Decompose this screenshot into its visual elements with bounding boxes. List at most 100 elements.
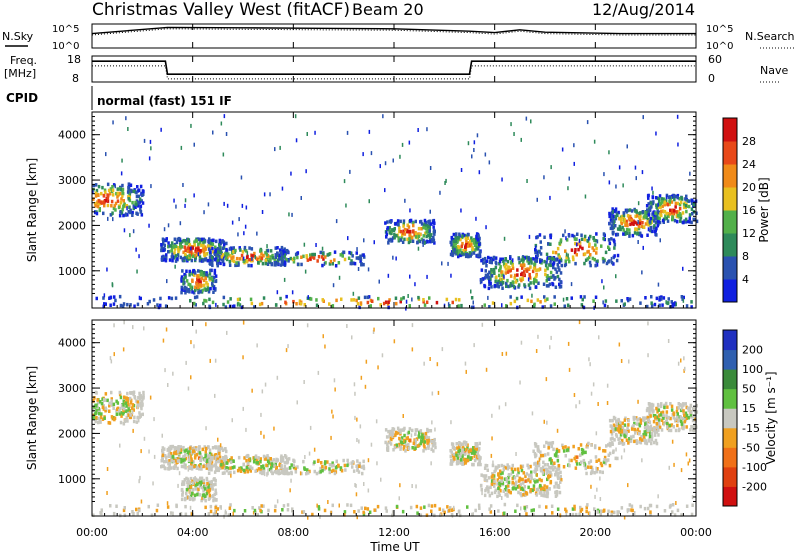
nave-series-line: [92, 65, 696, 80]
echo-cell: [546, 277, 549, 281]
echo-cell: [530, 470, 533, 474]
echo-cell: [543, 444, 546, 448]
echo-cell: [243, 245, 247, 250]
echo-cell: [452, 455, 456, 460]
echo-cell: [179, 241, 182, 246]
echo-cell: [190, 467, 194, 471]
echo-cell: [573, 143, 575, 148]
echo-cell: [582, 305, 586, 310]
echo-cell: [546, 463, 549, 467]
echo-cell: [220, 446, 224, 450]
echo-cell: [455, 459, 459, 464]
echo-cell: [186, 484, 190, 488]
echo-cell: [685, 405, 688, 410]
echo-cell: [655, 215, 659, 220]
echo-cell: [527, 261, 531, 265]
echo-cell: [508, 269, 512, 273]
echo-cell: [174, 458, 177, 463]
echo-cell: [472, 446, 475, 450]
echo-cell: [399, 483, 401, 488]
echo-cell: [367, 267, 370, 272]
echo-cell: [466, 505, 469, 509]
echo-cell: [616, 213, 619, 217]
echo-cell: [214, 456, 217, 460]
echo-cell: [313, 447, 316, 452]
echo-cell: [92, 415, 95, 420]
echo-cell: [485, 487, 488, 491]
echo-cell: [668, 200, 671, 204]
echo-cell: [95, 404, 98, 408]
echo-cell: [561, 147, 564, 152]
echo-cell: [426, 439, 429, 443]
echo-cell: [229, 297, 232, 301]
echo-cell: [428, 222, 431, 227]
echo-cell: [580, 451, 584, 456]
echo-cell: [599, 512, 602, 517]
echo-cell: [567, 446, 570, 450]
echo-cell: [451, 245, 455, 250]
echo-cell: [189, 485, 193, 489]
echo-cell: [206, 464, 209, 468]
echo-cell: [470, 305, 474, 310]
echo-cell: [241, 257, 245, 261]
echo-cell: [242, 468, 246, 473]
echo-cell: [209, 268, 212, 273]
echo-cell: [564, 259, 567, 263]
echo-cell: [639, 504, 642, 509]
echo-cell: [487, 286, 491, 291]
echo-cell: [623, 448, 626, 453]
echo-cell: [197, 290, 200, 295]
echo-cell: [695, 410, 699, 414]
echo-cell: [148, 223, 150, 228]
echo-cell: [102, 407, 106, 411]
echo-cell: [423, 361, 425, 366]
echo-cell: [592, 382, 595, 387]
echo-cell: [670, 404, 674, 409]
echo-cell: [651, 195, 654, 199]
echo-cell: [438, 507, 441, 511]
echo-cell: [642, 432, 645, 437]
echo-cell: [127, 403, 130, 407]
echo-cell: [183, 458, 186, 462]
echo-cell: [394, 296, 398, 300]
echo-cell: [232, 250, 235, 254]
echo-cell: [641, 458, 643, 463]
echo-cell: [205, 299, 208, 303]
echo-cell: [121, 207, 124, 212]
echo-cell: [246, 251, 249, 256]
echo-cell: [572, 444, 575, 449]
echo-cell: [403, 237, 406, 242]
echo-cell: [401, 509, 405, 514]
echo-cell: [628, 359, 630, 364]
echo-cell: [503, 488, 507, 492]
echo-cell: [583, 463, 585, 468]
echo-cell: [494, 256, 498, 260]
echo-cell: [205, 288, 208, 292]
echo-cell: [620, 455, 623, 460]
echo-cell: [218, 243, 221, 247]
echo-cell: [558, 277, 561, 282]
echo-cell: [307, 515, 309, 520]
echo-cell: [520, 506, 522, 511]
echo-cell: [496, 478, 500, 482]
echo-cell: [543, 259, 546, 264]
echo-cell: [605, 444, 608, 448]
echo-cell: [623, 217, 626, 222]
echo-cell: [642, 225, 646, 229]
echo-cell: [430, 461, 432, 466]
echo-cell: [215, 278, 218, 283]
echo-cell: [387, 300, 390, 304]
echo-cell: [639, 301, 642, 305]
echo-cell: [153, 454, 156, 459]
echo-cell: [369, 298, 373, 303]
echo-cell: [612, 262, 615, 266]
echo-cell: [647, 418, 650, 422]
echo-cell: [649, 424, 653, 428]
echo-cell: [188, 273, 191, 277]
echo-cell: [546, 420, 548, 425]
echo-cell: [594, 444, 597, 448]
echo-cell: [317, 458, 320, 463]
echo-cell: [629, 222, 632, 227]
echo-cell: [612, 449, 615, 453]
echo-cell: [488, 160, 491, 165]
